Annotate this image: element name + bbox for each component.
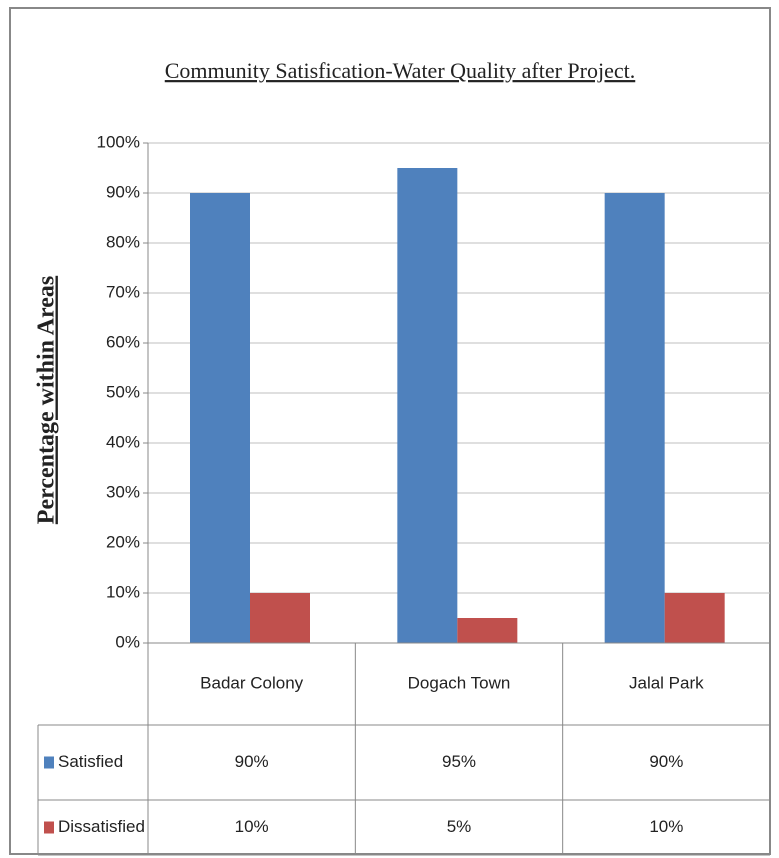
table-value: 5%	[447, 817, 472, 836]
legend-label: Satisfied	[58, 752, 123, 771]
y-tick-label: 80%	[106, 232, 140, 251]
chart-title: Community Satisfication-Water Quality af…	[165, 58, 636, 83]
y-tick-label: 40%	[106, 432, 140, 451]
bar	[250, 593, 310, 643]
y-axis-label: Percentage within Areas	[34, 276, 60, 524]
y-tick-label: 60%	[106, 332, 140, 351]
chart-frame	[9, 7, 771, 855]
y-tick-label: 10%	[106, 582, 140, 601]
y-tick-label: 50%	[106, 382, 140, 401]
x-tick-label: Jalal Park	[629, 673, 704, 692]
y-tick-label: 0%	[115, 632, 140, 651]
bar	[190, 193, 250, 643]
x-tick-label: Badar Colony	[200, 673, 304, 692]
legend-key	[44, 821, 54, 834]
table-value: 90%	[649, 752, 683, 771]
table-value: 10%	[649, 817, 683, 836]
table-value: 95%	[442, 752, 476, 771]
legend-key	[44, 756, 54, 769]
y-tick-label: 70%	[106, 282, 140, 301]
y-tick-label: 100%	[97, 132, 140, 151]
y-tick-label: 90%	[106, 182, 140, 201]
legend-label: Dissatisfied	[58, 817, 145, 836]
y-tick-label: 30%	[106, 482, 140, 501]
bar	[604, 193, 665, 643]
bar	[457, 618, 518, 643]
y-tick-label: 20%	[106, 532, 140, 551]
bar	[664, 593, 725, 643]
x-tick-label: Dogach Town	[408, 673, 511, 692]
bar	[397, 168, 458, 643]
table-value: 90%	[235, 752, 269, 771]
table-value: 10%	[235, 817, 269, 836]
